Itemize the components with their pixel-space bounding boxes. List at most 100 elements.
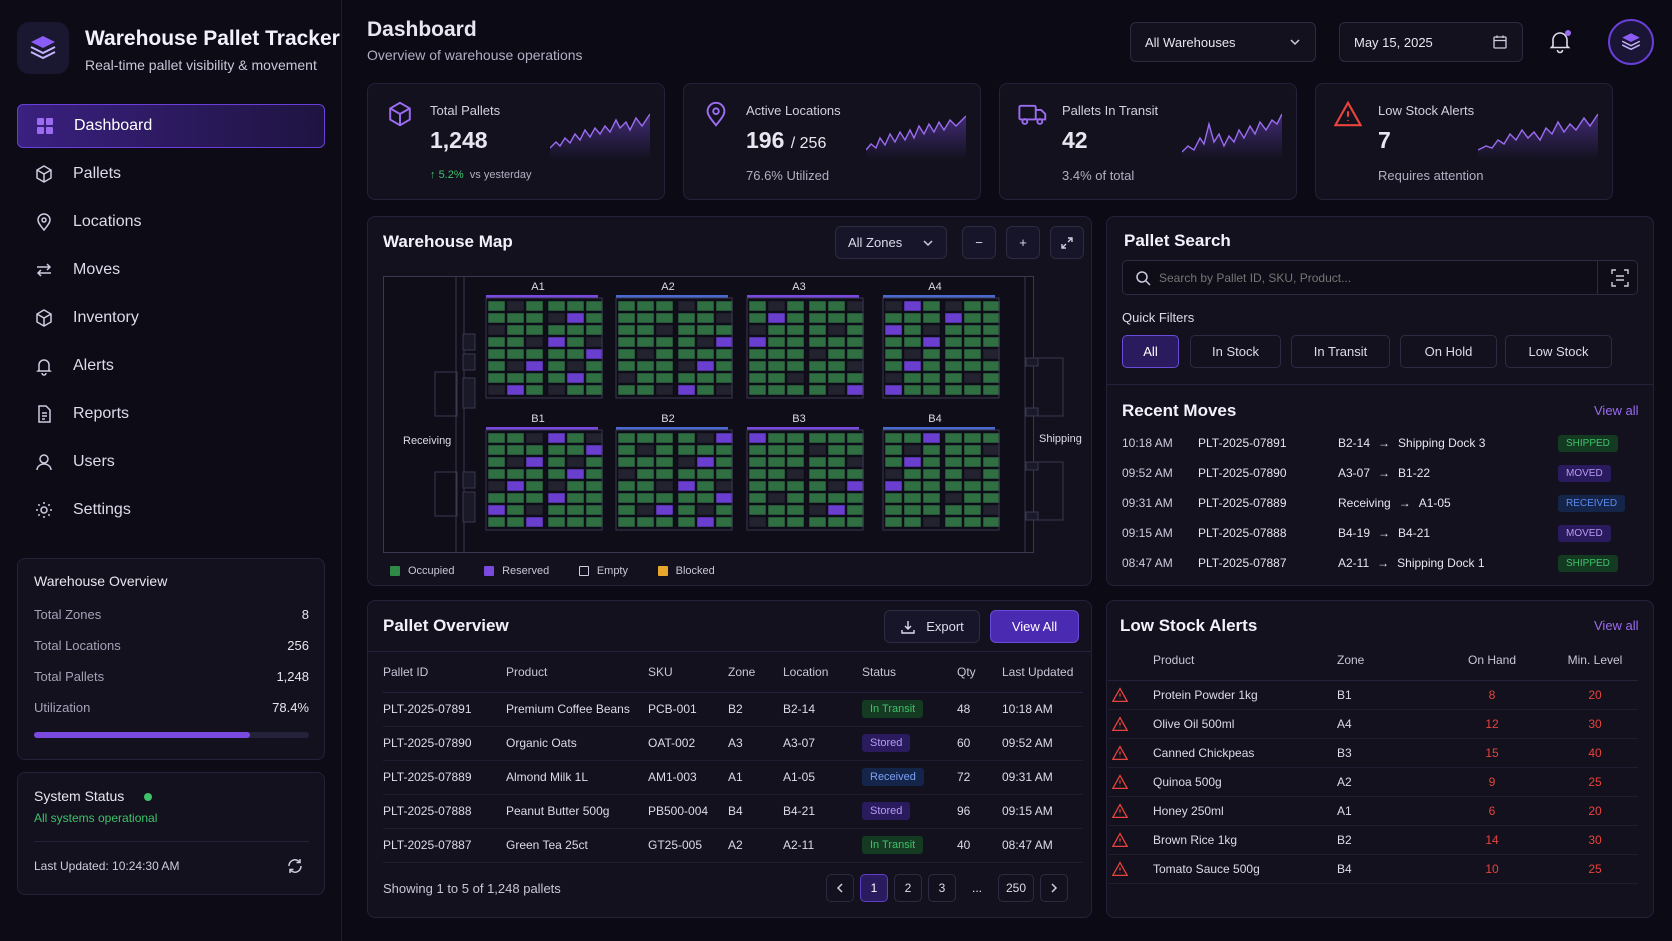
pallet-slot[interactable] <box>884 348 903 360</box>
pallet-slot[interactable] <box>655 300 674 312</box>
pallet-slot[interactable] <box>696 492 715 504</box>
pallet-slot[interactable] <box>525 504 544 516</box>
pallet-slot[interactable] <box>884 516 903 528</box>
pallet-slot[interactable] <box>922 324 941 336</box>
filter-in-transit[interactable]: In Transit <box>1291 335 1390 368</box>
pallet-slot[interactable] <box>786 348 805 360</box>
pallet-slot[interactable] <box>786 504 805 516</box>
pallet-slot[interactable] <box>846 444 865 456</box>
pallet-slot[interactable] <box>808 300 827 312</box>
pallet-slot[interactable] <box>903 360 922 372</box>
pallet-slot[interactable] <box>903 324 922 336</box>
pallet-slot[interactable] <box>636 360 655 372</box>
pallet-slot[interactable] <box>585 312 604 324</box>
pallet-slot[interactable] <box>487 432 506 444</box>
pallet-slot[interactable] <box>655 456 674 468</box>
pallet-slot[interactable] <box>808 456 827 468</box>
pallet-slot[interactable] <box>944 516 963 528</box>
table-row[interactable]: PLT-2025-07891 Premium Coffee Beans PCB-00… <box>383 692 1083 727</box>
pallet-slot[interactable] <box>922 504 941 516</box>
pallet-slot[interactable] <box>808 492 827 504</box>
pallet-slot[interactable] <box>963 336 982 348</box>
pallet-slot[interactable] <box>944 480 963 492</box>
pallet-slot[interactable] <box>487 444 506 456</box>
pallet-slot[interactable] <box>808 444 827 456</box>
pallet-slot[interactable] <box>808 468 827 480</box>
pallet-slot[interactable] <box>786 456 805 468</box>
pallet-slot[interactable] <box>903 492 922 504</box>
pallet-slot[interactable] <box>903 516 922 528</box>
pallet-slot[interactable] <box>963 432 982 444</box>
pallet-slot[interactable] <box>944 360 963 372</box>
pallet-slot[interactable] <box>566 492 585 504</box>
pallet-slot[interactable] <box>715 480 734 492</box>
warehouse-select[interactable]: All Warehouses <box>1130 22 1316 62</box>
pallet-slot[interactable] <box>677 444 696 456</box>
pallet-slot[interactable] <box>884 384 903 396</box>
pallet-slot[interactable] <box>547 504 566 516</box>
pallet-slot[interactable] <box>922 516 941 528</box>
pallet-slot[interactable] <box>748 504 767 516</box>
pallet-slot[interactable] <box>677 504 696 516</box>
pallet-slot[interactable] <box>566 504 585 516</box>
recent-move-row[interactable]: 08:47 AM PLT-2025-07887 A2-11 → Shipping Doc… <box>1122 548 1642 578</box>
page-button[interactable]: 2 <box>894 874 922 902</box>
pallet-slot[interactable] <box>922 300 941 312</box>
pallet-slot[interactable] <box>677 456 696 468</box>
zone-block[interactable] <box>748 432 865 528</box>
pallet-slot[interactable] <box>884 372 903 384</box>
pallet-slot[interactable] <box>636 456 655 468</box>
pallet-slot[interactable] <box>827 300 846 312</box>
page-button[interactable]: 1 <box>860 874 888 902</box>
table-row[interactable]: PLT-2025-07887 Green Tea 25ct GT25-005 A2 A2… <box>383 828 1083 863</box>
pallet-slot[interactable] <box>715 492 734 504</box>
pallet-slot[interactable] <box>903 384 922 396</box>
pallet-slot[interactable] <box>922 480 941 492</box>
pallet-slot[interactable] <box>846 324 865 336</box>
pallet-slot[interactable] <box>655 360 674 372</box>
view-all-button[interactable]: View All <box>990 610 1079 643</box>
pallet-slot[interactable] <box>585 360 604 372</box>
pallet-slot[interactable] <box>827 324 846 336</box>
pallet-slot[interactable] <box>525 492 544 504</box>
pallet-slot[interactable] <box>696 432 715 444</box>
pallet-slot[interactable] <box>715 324 734 336</box>
pallet-slot[interactable] <box>547 432 566 444</box>
zoom-out-button[interactable]: − <box>962 226 996 259</box>
pallet-slot[interactable] <box>846 492 865 504</box>
pallet-slot[interactable] <box>696 456 715 468</box>
pallet-slot[interactable] <box>982 324 1001 336</box>
pallet-slot[interactable] <box>547 360 566 372</box>
pallet-slot[interactable] <box>944 336 963 348</box>
pallet-slot[interactable] <box>487 348 506 360</box>
pallet-slot[interactable] <box>944 468 963 480</box>
pallet-slot[interactable] <box>566 456 585 468</box>
pallet-slot[interactable] <box>982 372 1001 384</box>
pallet-slot[interactable] <box>827 336 846 348</box>
pallet-slot[interactable] <box>715 348 734 360</box>
refresh-icon[interactable] <box>286 857 304 875</box>
pallet-slot[interactable] <box>767 324 786 336</box>
pallet-slot[interactable] <box>808 360 827 372</box>
pallet-slot[interactable] <box>827 504 846 516</box>
pallet-slot[interactable] <box>525 516 544 528</box>
pallet-slot[interactable] <box>696 360 715 372</box>
pallet-slot[interactable] <box>525 312 544 324</box>
pallet-slot[interactable] <box>748 492 767 504</box>
pallet-slot[interactable] <box>696 312 715 324</box>
pallet-slot[interactable] <box>585 480 604 492</box>
pallet-slot[interactable] <box>655 468 674 480</box>
pallet-slot[interactable] <box>655 504 674 516</box>
pallet-slot[interactable] <box>846 300 865 312</box>
filter-on-hold[interactable]: On Hold <box>1400 335 1497 368</box>
low-stock-view-all[interactable]: View all <box>1594 618 1639 633</box>
pallet-slot[interactable] <box>944 348 963 360</box>
pallet-slot[interactable] <box>767 348 786 360</box>
pallet-slot[interactable] <box>786 432 805 444</box>
pallet-slot[interactable] <box>922 432 941 444</box>
pallet-slot[interactable] <box>767 516 786 528</box>
pallet-slot[interactable] <box>696 336 715 348</box>
stat-card-total-pallets[interactable]: Total Pallets 1,248 ↑ 5.2% vs yesterday <box>367 83 665 200</box>
pallet-slot[interactable] <box>636 336 655 348</box>
table-row[interactable]: Protein Powder 1kg B1 8 20 <box>1108 680 1638 710</box>
